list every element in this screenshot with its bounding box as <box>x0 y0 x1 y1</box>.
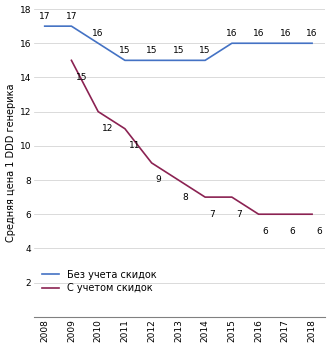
Text: 16: 16 <box>253 29 264 38</box>
Text: 6: 6 <box>290 227 295 236</box>
Text: 11: 11 <box>129 141 141 150</box>
Text: 15: 15 <box>75 73 87 82</box>
Text: 6: 6 <box>263 227 268 236</box>
Legend: Без учета скидок, С учетом скидок: Без учета скидок, С учетом скидок <box>42 270 157 293</box>
Text: 15: 15 <box>199 46 211 55</box>
Text: 17: 17 <box>39 11 50 21</box>
Text: 16: 16 <box>92 29 104 38</box>
Text: 8: 8 <box>183 192 188 201</box>
Text: 15: 15 <box>173 46 184 55</box>
Text: 16: 16 <box>226 29 238 38</box>
Text: 9: 9 <box>156 175 162 184</box>
Text: 7: 7 <box>209 209 215 219</box>
Text: 15: 15 <box>119 46 131 55</box>
Text: 16: 16 <box>280 29 291 38</box>
Text: 12: 12 <box>102 124 114 133</box>
Text: 16: 16 <box>306 29 318 38</box>
Y-axis label: Средняя цена 1 DDD генерика: Средняя цена 1 DDD генерика <box>6 84 16 242</box>
Text: 7: 7 <box>236 209 242 219</box>
Text: 17: 17 <box>66 11 77 21</box>
Text: 6: 6 <box>316 227 322 236</box>
Text: 15: 15 <box>146 46 158 55</box>
